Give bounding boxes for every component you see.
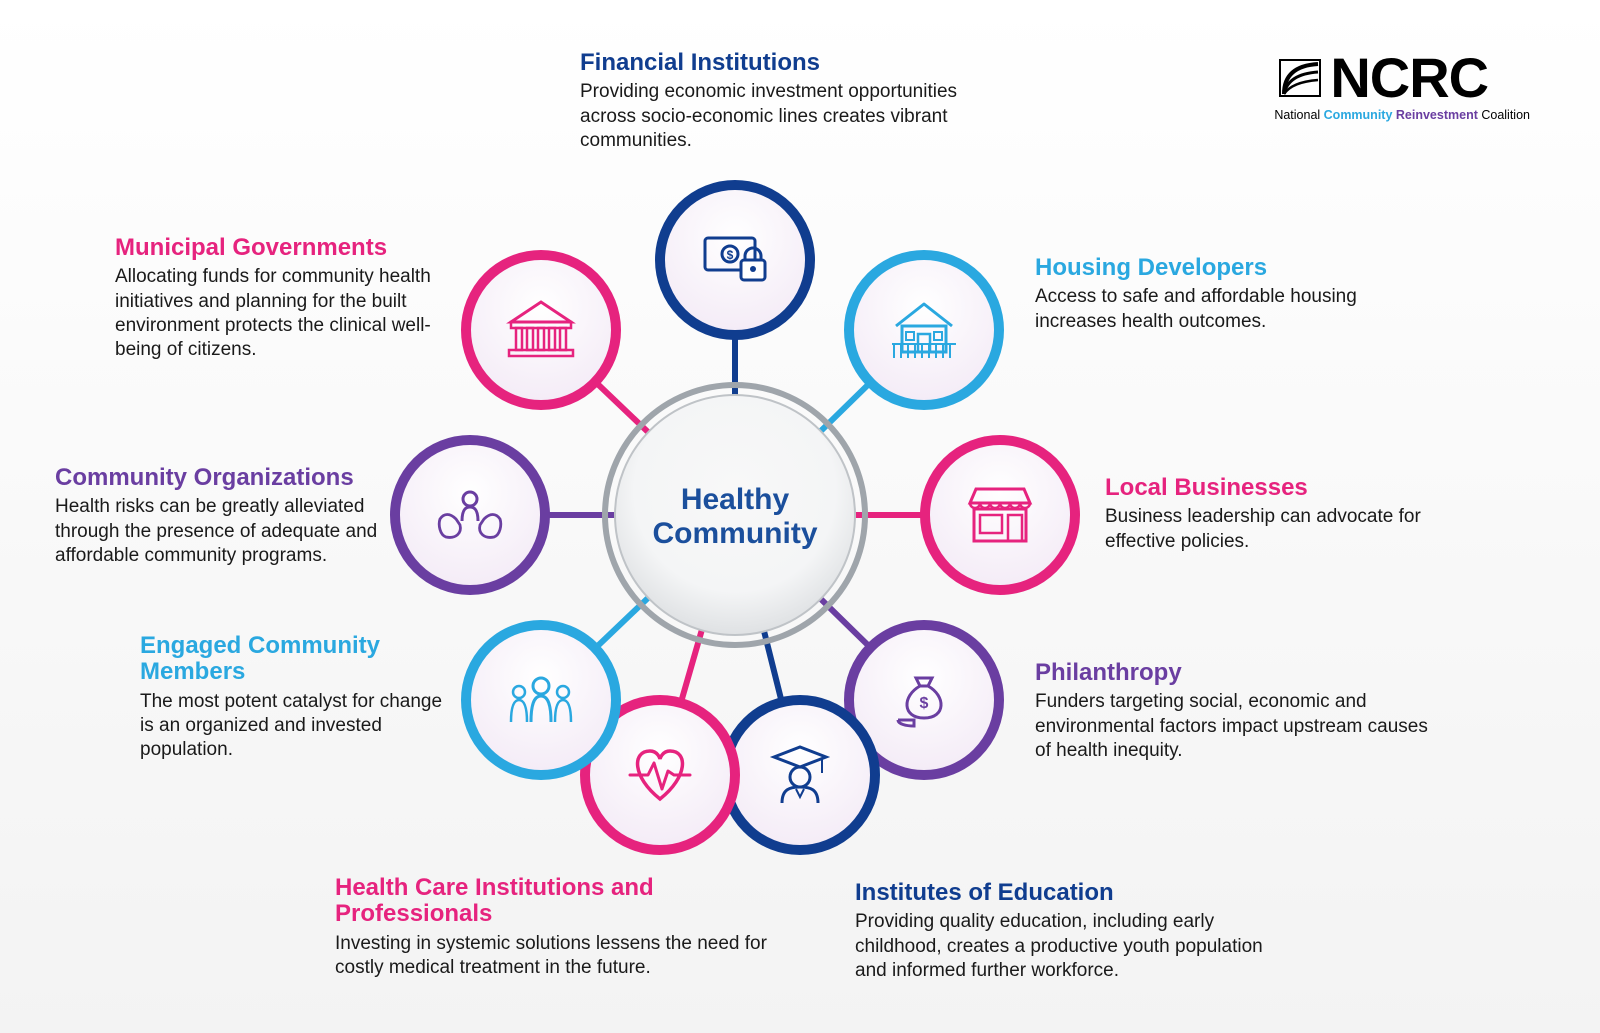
desc-housing-developers: Access to safe and affordable housing in…: [1035, 285, 1415, 334]
desc-municipal-governments: Allocating funds for community health in…: [115, 265, 455, 362]
title-financial-institutions: Financial Institutions: [580, 50, 980, 76]
svg-text:$: $: [727, 248, 734, 262]
label-local-businesses: Local Businesses Business leadership can …: [1105, 475, 1445, 554]
label-philanthropy: Philanthropy Funders targeting social, ec…: [1035, 660, 1435, 763]
label-financial-institutions: Financial Institutions Providing economic…: [580, 50, 980, 153]
logo-tagline: National Community Reinvestment Coalitio…: [1274, 108, 1530, 122]
label-institutes-of-education: Institutes of Education Providing quality…: [855, 880, 1295, 983]
ncrc-logo: NCRC National Community Reinvestment Coa…: [1274, 50, 1530, 122]
node-community-organizations: [395, 440, 545, 590]
title-institutes-of-education: Institutes of Education: [855, 880, 1295, 906]
node-municipal-governments: [466, 255, 616, 405]
desc-engaged-community: The most potent catalyst for change is a…: [140, 690, 455, 763]
title-local-businesses: Local Businesses: [1105, 475, 1445, 501]
desc-institutes-of-education: Providing quality education, including e…: [855, 910, 1295, 983]
hub-label-line1: Healthy: [681, 483, 790, 516]
title-municipal-governments: Municipal Governments: [115, 235, 455, 261]
title-community-organizations: Community Organizations: [55, 465, 390, 491]
node-housing-developers: [849, 255, 999, 405]
label-engaged-community: Engaged Community MembersThe most potent…: [140, 633, 455, 763]
title-engaged-community: Engaged Community Members: [140, 633, 455, 686]
node-local-businesses: [925, 440, 1075, 590]
title-philanthropy: Philanthropy: [1035, 660, 1435, 686]
label-municipal-governments: Municipal Governments Allocating funds fo…: [115, 235, 455, 363]
node-financial-institutions: $: [660, 185, 810, 335]
label-health-care: Health Care Institutions and Professiona…: [335, 875, 785, 980]
svg-text:$: $: [920, 695, 929, 712]
desc-philanthropy: Funders targeting social, economic and e…: [1035, 690, 1435, 763]
logo-text: NCRC: [1330, 50, 1488, 106]
node-engaged-community: [466, 625, 616, 775]
hub-label-line2: Community: [653, 517, 818, 550]
title-health-care: Health Care Institutions and Professiona…: [335, 875, 785, 928]
desc-local-businesses: Business leadership can advocate for eff…: [1105, 505, 1445, 554]
title-housing-developers: Housing Developers: [1035, 255, 1415, 281]
label-housing-developers: Housing Developers Access to safe and aff…: [1035, 255, 1415, 334]
desc-financial-institutions: Providing economic investment opportunit…: [580, 80, 980, 153]
node-institutes-of-education: [725, 700, 875, 850]
desc-health-care: Investing in systemic solutions lessens …: [335, 932, 785, 981]
label-community-organizations: Community Organizations Health risks can …: [55, 465, 390, 568]
desc-community-organizations: Health risks can be greatly alleviated t…: [55, 495, 390, 568]
